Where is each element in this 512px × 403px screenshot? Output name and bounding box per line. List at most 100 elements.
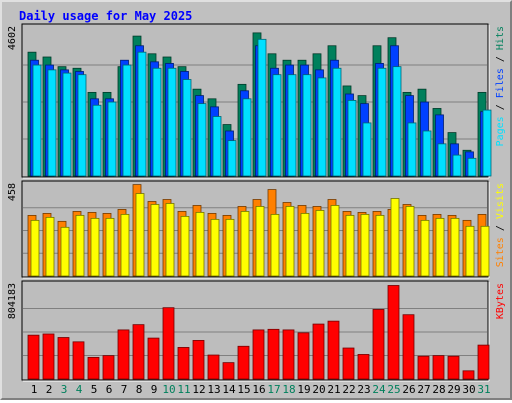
visitors-bar-visits (420, 219, 430, 277)
visitors-bar-visits (435, 217, 445, 277)
x-tick-label: 4 (76, 383, 83, 396)
visitors-bar-visits (300, 213, 310, 277)
volume-bar-kbytes (462, 370, 475, 380)
x-tick-label: 13 (207, 383, 220, 396)
volume-ymax-label: 804183 (7, 283, 18, 319)
visitors-bar-visits (345, 214, 355, 277)
x-tick-label: 20 (312, 383, 325, 396)
traffic-bar-pages (242, 98, 252, 177)
traffic-bar-pages (317, 77, 327, 177)
traffic-bar-pages (362, 122, 372, 177)
traffic-bar-pages (452, 154, 462, 177)
visitors-bar-visits (330, 205, 340, 277)
volume-bar-kbytes (162, 307, 175, 380)
volume-bar-kbytes (447, 355, 460, 380)
traffic-bar-pages (287, 74, 297, 177)
volume-bar-kbytes (432, 355, 445, 380)
volume-bar-kbytes (132, 324, 145, 380)
volume-bar-kbytes (357, 354, 370, 380)
x-tick-label: 31 (477, 383, 490, 396)
ylabel-part-pages: Pages (495, 116, 506, 146)
volume-bar-kbytes (252, 329, 265, 380)
visitors-bar-visits (120, 214, 130, 277)
x-tick-label: 11 (177, 383, 190, 396)
panel-traffic: 4602 Pages / Files / Hits (7, 23, 506, 179)
x-tick-label: 3 (61, 383, 68, 396)
x-tick-label: 15 (237, 383, 250, 396)
x-tick-label: 19 (297, 383, 310, 396)
traffic-bar-pages (32, 64, 42, 177)
visitors-bar-visits (285, 206, 295, 277)
ylabel-part-sites: Sites (495, 237, 506, 267)
traffic-bar-pages (467, 157, 477, 177)
traffic-ylabel: Pages / Files / Hits (495, 26, 506, 146)
volume-bar-kbytes (102, 355, 115, 380)
traffic-bar-pages (47, 69, 57, 177)
traffic-bar-pages (212, 116, 222, 177)
volume-bar-kbytes (387, 285, 400, 380)
traffic-bar-pages (272, 74, 282, 177)
x-tick-label: 14 (222, 383, 236, 396)
visitors-bar-visits (90, 217, 100, 277)
volume-bar-kbytes (342, 347, 355, 380)
volume-bar-kbytes (312, 323, 325, 380)
volume-bar-kbytes (297, 332, 310, 380)
volume-bar-kbytes (222, 362, 235, 380)
traffic-bar-pages (107, 101, 117, 177)
x-tick-label: 7 (121, 383, 128, 396)
visitors-bar-visits (270, 214, 280, 277)
volume-bar-kbytes (402, 314, 415, 380)
traffic-bar-pages (137, 51, 147, 177)
panel-volume: 804183 KBytes (7, 280, 506, 382)
traffic-bar-pages (302, 74, 312, 177)
ylabel-part-files: Files (495, 68, 506, 98)
ylabel-part-kbytes: KBytes (495, 283, 506, 319)
traffic-bar-pages (332, 67, 342, 177)
visitors-bar-visits (30, 219, 40, 277)
ylabel-separator: / (495, 50, 506, 68)
volume-bar-kbytes (42, 333, 55, 380)
x-tick-label: 28 (432, 383, 445, 396)
volume-bar-kbytes (207, 354, 220, 380)
traffic-bar-pages (482, 109, 492, 177)
chart-title: Daily usage for May 2025 (19, 9, 192, 23)
daily-usage-chart: Daily usage for May 2025 4602 Pages / Fil… (7, 9, 506, 396)
x-tick-label: 27 (417, 383, 430, 396)
volume-bar-kbytes (117, 329, 130, 380)
traffic-bar-pages (62, 72, 72, 177)
volume-bar-kbytes (267, 328, 280, 380)
volume-bar-kbytes (477, 344, 490, 380)
x-tick-label: 12 (192, 383, 205, 396)
volume-bar-kbytes (372, 309, 385, 380)
panel-visitors: 458 Sites / Visits (7, 180, 506, 279)
traffic-bar-pages (122, 64, 132, 177)
visitors-bar-visits (465, 225, 475, 277)
visitors-bar-visits (165, 203, 175, 277)
visitors-bar-visits (195, 212, 205, 277)
x-tick-label: 21 (327, 383, 340, 396)
x-tick-label: 25 (387, 383, 400, 396)
volume-bar-kbytes (87, 356, 100, 380)
x-tick-label: 26 (402, 383, 415, 396)
visitors-bar-visits (135, 193, 145, 277)
visitors-ylabel: Sites / Visits (495, 183, 506, 267)
visitors-bar-visits (225, 218, 235, 277)
ylabel-separator: / (495, 219, 506, 237)
traffic-bar-pages (257, 38, 267, 177)
x-tick-label: 17 (267, 383, 280, 396)
visitors-bar-visits (75, 214, 85, 277)
x-tick-label: 24 (372, 383, 386, 396)
x-tick-label: 6 (106, 383, 113, 396)
visitors-bar-visits (405, 206, 415, 277)
visitors-bar-visits (105, 217, 115, 277)
traffic-bar-pages (377, 67, 387, 177)
visitors-bar-visits (180, 215, 190, 277)
visitors-ymax-label: 458 (7, 183, 18, 201)
visitors-bar-visits (360, 214, 370, 277)
x-tick-label: 18 (282, 383, 295, 396)
traffic-bar-pages (182, 79, 192, 177)
traffic-bar-pages (227, 140, 237, 177)
volume-bar-kbytes (72, 341, 85, 380)
traffic-bar-pages (77, 74, 87, 177)
